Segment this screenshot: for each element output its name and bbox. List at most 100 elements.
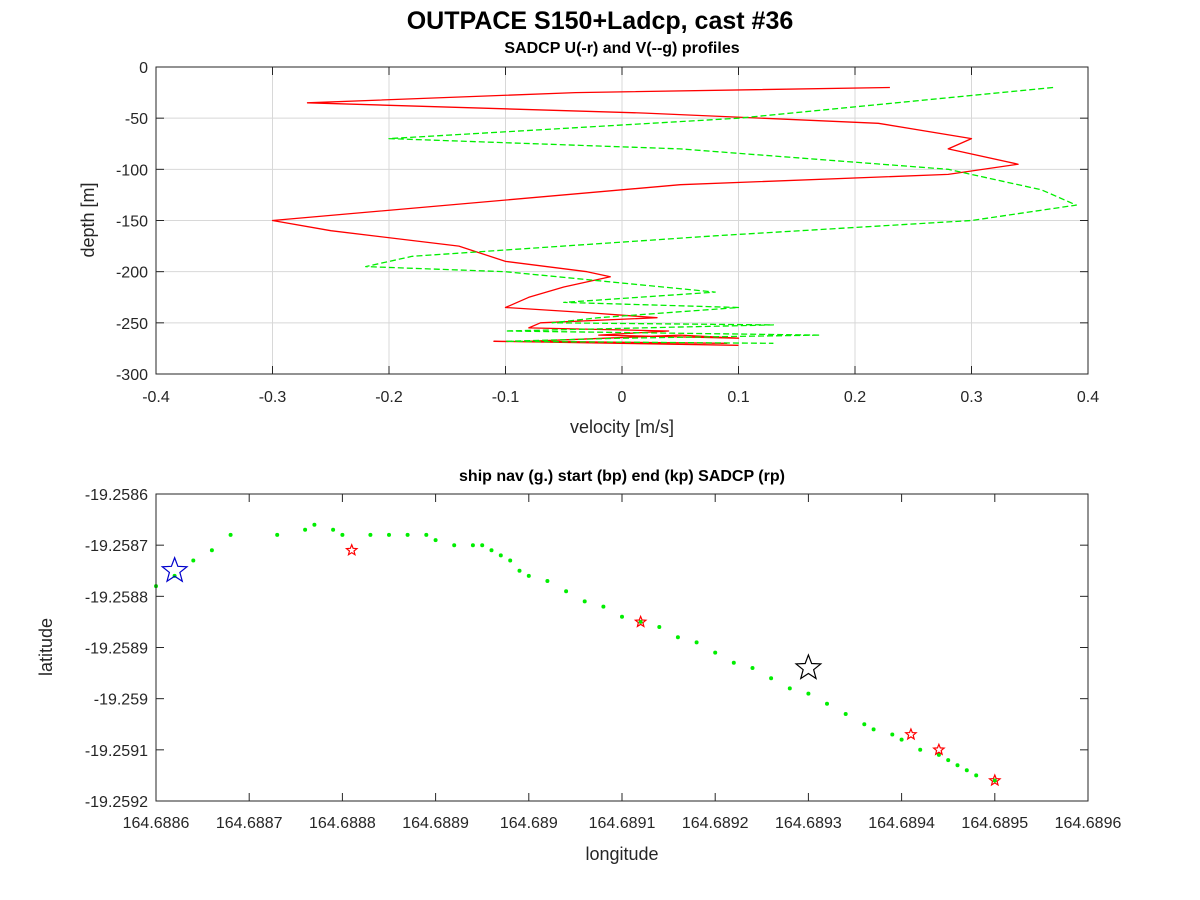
ship-nav-point <box>368 532 373 537</box>
sadcp-point-star <box>988 773 1002 787</box>
velocity-y-tick-label: 0 <box>139 60 148 77</box>
velocity-y-tick-label: -100 <box>116 162 148 179</box>
velocity-y-tick-label: -150 <box>116 214 148 231</box>
ship-nav-point <box>843 712 848 716</box>
ship-nav-point <box>890 732 895 737</box>
ship-nav-point <box>713 650 718 655</box>
ship-nav-point <box>964 768 969 773</box>
ship-nav-point <box>731 660 736 665</box>
velocity-ticks: -0.4 -0.3 -0.2 -0.1 0 0.1 0.2 0.3 0.4 0 -50 -100 -15… <box>116 60 1099 406</box>
ship-nav-point <box>433 538 438 543</box>
ship-nav-point <box>657 625 662 629</box>
velocity-x-tick-label: 0.2 <box>844 389 866 406</box>
nav-x-tick-label: 164.6887 <box>216 815 283 832</box>
ship-nav-point <box>508 558 513 563</box>
velocity-x-tick-label: 0.1 <box>727 389 749 406</box>
ship-nav-point <box>517 568 522 573</box>
ship-nav-point <box>769 676 774 681</box>
velocity-chart-title: SADCP U(-r) and V(--g) profiles <box>504 40 739 57</box>
velocity-y-tick-label: -50 <box>125 111 148 128</box>
nav-ticks: 164.6886 164.6887 164.6888 164.6889 164.689 1… <box>85 487 1122 832</box>
velocity-series <box>271 86 1077 346</box>
nav-x-tick-label: 164.6896 <box>1055 815 1122 832</box>
sadcp-point-star <box>904 727 918 741</box>
ship-nav-point <box>871 727 876 732</box>
ship-nav-point <box>806 691 811 696</box>
velocity-y-tick-label: -300 <box>116 367 148 384</box>
velocity-series-u-line <box>271 86 1019 346</box>
velocity-profile-panel: -0.4 -0.3 -0.2 -0.1 0 0.1 0.2 0.3 0.4 0 -50 -100 -15… <box>78 40 1099 437</box>
velocity-y-axis-label: depth [m] <box>78 182 98 257</box>
velocity-x-tick-label: 0.3 <box>960 389 982 406</box>
end-point-star <box>794 653 823 680</box>
nav-y-tick-label: -19.2591 <box>85 743 148 760</box>
velocity-x-axis-label: velocity [m/s] <box>570 417 674 437</box>
ship-nav-point <box>564 589 569 594</box>
ship-nav-point <box>498 553 503 558</box>
nav-x-tick-label: 164.6891 <box>589 815 656 832</box>
ship-nav-point <box>582 599 587 604</box>
ship-nav-point <box>480 543 485 548</box>
ship-nav-point <box>452 543 457 548</box>
ship-nav-point <box>545 579 550 583</box>
ship-nav-point <box>470 543 475 548</box>
nav-x-tick-label: 164.6888 <box>309 815 376 832</box>
ship-nav-point <box>974 773 979 778</box>
ship-nav-point <box>675 635 680 640</box>
nav-y-tick-label: -19.2587 <box>85 538 148 555</box>
ship-nav-point <box>489 548 494 553</box>
ship-nav-point <box>191 558 196 563</box>
ship-nav-point <box>209 548 214 553</box>
nav-y-axis-label: latitude <box>36 618 56 676</box>
figure-title: OUTPACE S150+Ladcp, cast #36 <box>407 7 794 35</box>
ship-nav-point <box>526 573 531 578</box>
nav-x-tick-label: 164.6886 <box>123 815 190 832</box>
ship-nav-point <box>340 532 345 537</box>
ship-nav-point <box>992 778 997 783</box>
nav-x-tick-label: 164.6889 <box>402 815 469 832</box>
ship-nav-point <box>312 522 317 527</box>
velocity-x-tick-label: -0.4 <box>142 389 170 406</box>
nav-y-tick-label: -19.2589 <box>85 641 148 658</box>
ship-nav-point <box>601 604 606 609</box>
ship-nav-point <box>825 701 829 706</box>
start-point-star <box>160 556 189 583</box>
ship-nav-point <box>936 752 941 757</box>
velocity-x-tick-label: -0.2 <box>375 389 403 406</box>
nav-x-tick-label: 164.6892 <box>682 815 749 832</box>
nav-y-tick-label: -19.259 <box>94 692 148 709</box>
ship-nav-point <box>638 619 643 624</box>
nav-y-tick-label: -19.2592 <box>85 794 148 811</box>
velocity-y-tick-label: -250 <box>116 316 148 333</box>
sadcp-point-star <box>633 614 648 628</box>
ship-nav-point <box>787 686 792 691</box>
nav-x-axis-label: longitude <box>585 844 658 864</box>
nav-x-tick-label: 164.6895 <box>961 815 1028 832</box>
ship-nav-point <box>405 532 410 537</box>
velocity-series-v-line <box>365 86 1077 344</box>
nav-x-tick-label: 164.6894 <box>868 815 935 832</box>
ship-nav-point <box>387 532 391 537</box>
ship-nav-point <box>303 527 308 532</box>
nav-y-tick-label: -19.2586 <box>85 487 148 504</box>
ship-nav-point <box>694 640 699 645</box>
nav-plot-background <box>156 494 1088 801</box>
ship-nav-point <box>424 532 429 537</box>
nav-chart-title: ship nav (g.) start (bp) end (kp) SADCP … <box>459 468 785 485</box>
ship-nav-point <box>899 737 904 742</box>
ship-nav-point <box>946 758 951 763</box>
ship-nav-point <box>331 527 336 532</box>
ship-nav-point <box>918 747 923 752</box>
ship-nav-point <box>955 763 960 768</box>
ship-nav-point <box>862 722 867 727</box>
velocity-x-tick-label: -0.1 <box>492 389 520 406</box>
ship-nav-point <box>620 614 624 619</box>
velocity-x-tick-label: 0.4 <box>1077 389 1099 406</box>
ship-nav-point <box>750 666 755 670</box>
velocity-x-tick-label: 0 <box>618 389 627 406</box>
sadcp-point-star <box>344 543 359 557</box>
nav-x-tick-label: 164.689 <box>500 815 558 832</box>
ship-nav-point <box>228 532 233 537</box>
nav-series <box>154 522 1002 787</box>
